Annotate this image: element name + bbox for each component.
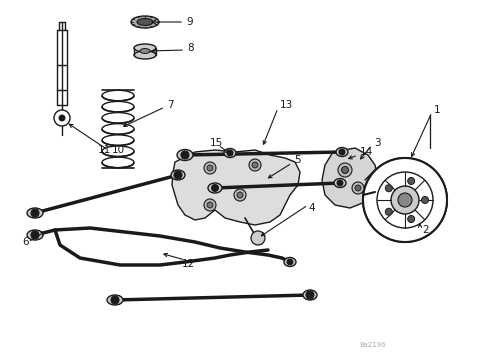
Circle shape	[339, 149, 345, 155]
Circle shape	[54, 110, 70, 126]
Circle shape	[252, 162, 258, 168]
Circle shape	[385, 208, 392, 215]
Text: 8a2196: 8a2196	[360, 342, 387, 348]
Ellipse shape	[102, 124, 134, 134]
Circle shape	[355, 185, 361, 191]
Circle shape	[421, 197, 428, 203]
Ellipse shape	[303, 290, 317, 300]
Text: 13: 13	[280, 100, 293, 110]
Text: 12: 12	[182, 259, 195, 269]
Text: 7: 7	[167, 100, 173, 110]
Circle shape	[31, 231, 39, 239]
Circle shape	[363, 158, 447, 242]
Ellipse shape	[131, 16, 159, 28]
Ellipse shape	[102, 157, 134, 168]
Text: 5: 5	[294, 155, 301, 165]
Circle shape	[207, 165, 213, 171]
Circle shape	[342, 166, 348, 174]
Circle shape	[227, 150, 233, 156]
Ellipse shape	[284, 257, 296, 266]
Circle shape	[338, 163, 352, 177]
Polygon shape	[172, 150, 300, 225]
Circle shape	[59, 115, 65, 121]
Ellipse shape	[137, 18, 153, 26]
Text: 2: 2	[422, 225, 429, 235]
Circle shape	[207, 202, 213, 208]
Circle shape	[408, 177, 415, 184]
Ellipse shape	[336, 148, 348, 157]
Text: 3: 3	[374, 138, 381, 148]
Circle shape	[204, 162, 216, 174]
Circle shape	[212, 185, 219, 192]
Circle shape	[181, 151, 189, 159]
Ellipse shape	[102, 135, 134, 145]
Text: 9: 9	[186, 17, 193, 27]
Circle shape	[237, 192, 243, 198]
Text: 10: 10	[112, 145, 125, 155]
Ellipse shape	[102, 90, 134, 101]
Text: 8: 8	[187, 43, 194, 53]
Circle shape	[363, 158, 447, 242]
Circle shape	[174, 171, 182, 179]
Ellipse shape	[224, 149, 236, 158]
Polygon shape	[322, 148, 378, 208]
Text: 1: 1	[434, 105, 441, 115]
Ellipse shape	[171, 170, 185, 180]
Ellipse shape	[134, 44, 156, 52]
Ellipse shape	[27, 230, 43, 240]
Ellipse shape	[27, 208, 43, 218]
Circle shape	[398, 193, 412, 207]
Text: 15: 15	[210, 138, 223, 148]
Text: 4: 4	[308, 203, 315, 213]
Circle shape	[352, 182, 364, 194]
Ellipse shape	[177, 149, 193, 161]
Ellipse shape	[102, 146, 134, 157]
Text: 6: 6	[22, 237, 28, 247]
Circle shape	[287, 259, 293, 265]
Ellipse shape	[102, 113, 134, 123]
Circle shape	[111, 296, 119, 304]
Circle shape	[31, 209, 39, 217]
Ellipse shape	[208, 183, 222, 193]
Ellipse shape	[107, 295, 123, 305]
Circle shape	[391, 186, 419, 214]
Ellipse shape	[140, 49, 150, 54]
Circle shape	[337, 180, 343, 186]
Ellipse shape	[102, 102, 134, 112]
Text: 11: 11	[98, 145, 111, 155]
Circle shape	[251, 231, 265, 245]
Circle shape	[234, 189, 246, 201]
Ellipse shape	[334, 179, 346, 188]
Circle shape	[385, 185, 392, 192]
Text: 14: 14	[360, 147, 373, 157]
Circle shape	[377, 172, 433, 228]
Circle shape	[249, 159, 261, 171]
Ellipse shape	[134, 51, 156, 59]
Circle shape	[408, 216, 415, 222]
Circle shape	[204, 199, 216, 211]
Circle shape	[306, 291, 314, 299]
